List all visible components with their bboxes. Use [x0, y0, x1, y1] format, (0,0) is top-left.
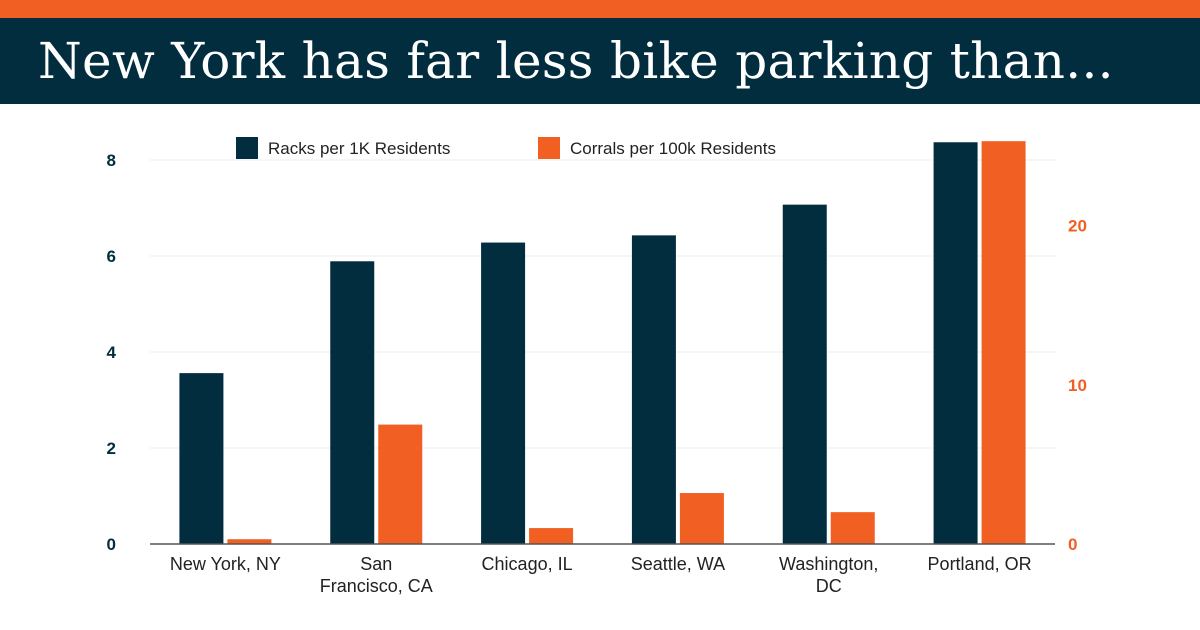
y-left-tick-label: 8: [107, 151, 116, 170]
y-left-tick-label: 0: [107, 535, 116, 554]
y-right-tick-label: 20: [1068, 217, 1087, 236]
y-left-tick-label: 4: [107, 343, 117, 362]
bar-corrals: [830, 512, 875, 544]
legend-label-racks: Racks per 1K Residents: [268, 139, 450, 158]
bar-corrals: [227, 539, 272, 544]
bar-racks: [330, 261, 375, 544]
bar-corrals: [378, 424, 423, 544]
bar-racks: [631, 235, 676, 545]
x-tick-label: Chicago, IL: [482, 554, 573, 574]
top-accent-bar: [0, 0, 1200, 18]
bar-corrals: [981, 141, 1026, 544]
legend-label-corrals: Corrals per 100k Residents: [570, 139, 776, 158]
x-tick-label: Washington,: [779, 554, 878, 574]
x-tick-label: New York, NY: [170, 554, 281, 574]
bar-racks: [179, 373, 224, 544]
x-tick-label: Seattle, WA: [631, 554, 725, 574]
bar-racks: [933, 142, 978, 545]
bar-racks: [481, 242, 526, 544]
x-tick-label: Portland, OR: [928, 554, 1032, 574]
bar-corrals: [679, 493, 724, 544]
legend-swatch-corrals: [538, 137, 560, 159]
x-tick-label: San: [360, 554, 392, 574]
x-tick-label: DC: [816, 576, 842, 596]
y-right-tick-label: 0: [1068, 535, 1077, 554]
page-title: New York has far less bike parking than.…: [38, 32, 1114, 90]
y-right-tick-label: 10: [1068, 376, 1087, 395]
x-tick-label: Francisco, CA: [320, 576, 433, 596]
legend-swatch-racks: [236, 137, 258, 159]
bar-corrals: [529, 528, 574, 544]
bar-racks: [782, 204, 827, 544]
title-banner: New York has far less bike parking than.…: [0, 18, 1200, 104]
y-left-tick-label: 6: [107, 247, 116, 266]
y-left-tick-label: 2: [107, 439, 116, 458]
